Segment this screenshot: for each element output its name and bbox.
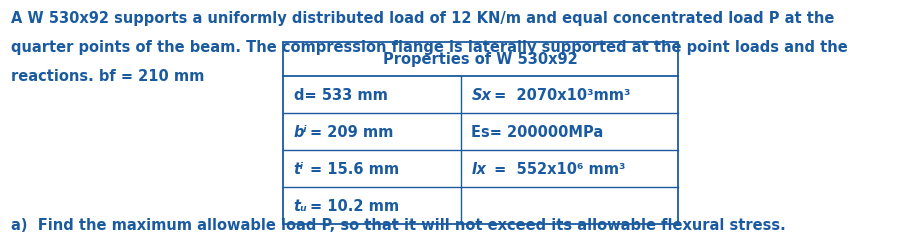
Text: = 10.2 mm: = 10.2 mm (310, 198, 399, 213)
Text: tⁱ: tⁱ (294, 161, 304, 176)
Text: =  552x10⁶ mm³: = 552x10⁶ mm³ (489, 161, 626, 176)
Text: Ix: Ix (471, 161, 487, 176)
Bar (283, 42, 678, 224)
Text: quarter points of the beam. The compression flange is laterally supported at the: quarter points of the beam. The compress… (11, 40, 848, 55)
Text: A W 530x92 supports a uniformly distributed load of 12 KN/m and equal concentrat: A W 530x92 supports a uniformly distribu… (11, 11, 834, 26)
Text: tᵤ: tᵤ (294, 198, 307, 213)
Text: = 209 mm: = 209 mm (310, 124, 393, 139)
Text: a)  Find the maximum allowable load P, so that it will not exceed its allowable : a) Find the maximum allowable load P, so… (11, 217, 786, 232)
Text: Es= 200000MPa: Es= 200000MPa (471, 124, 603, 139)
Text: Properties of W 530x92: Properties of W 530x92 (383, 52, 577, 67)
Text: = 15.6 mm: = 15.6 mm (310, 161, 399, 176)
Text: bⁱ: bⁱ (294, 124, 307, 139)
Text: d= 533 mm: d= 533 mm (294, 87, 388, 102)
Text: reactions. bf = 210 mm: reactions. bf = 210 mm (11, 69, 204, 84)
Text: Sx: Sx (471, 87, 491, 102)
Text: =  2070x10³mm³: = 2070x10³mm³ (489, 87, 630, 102)
